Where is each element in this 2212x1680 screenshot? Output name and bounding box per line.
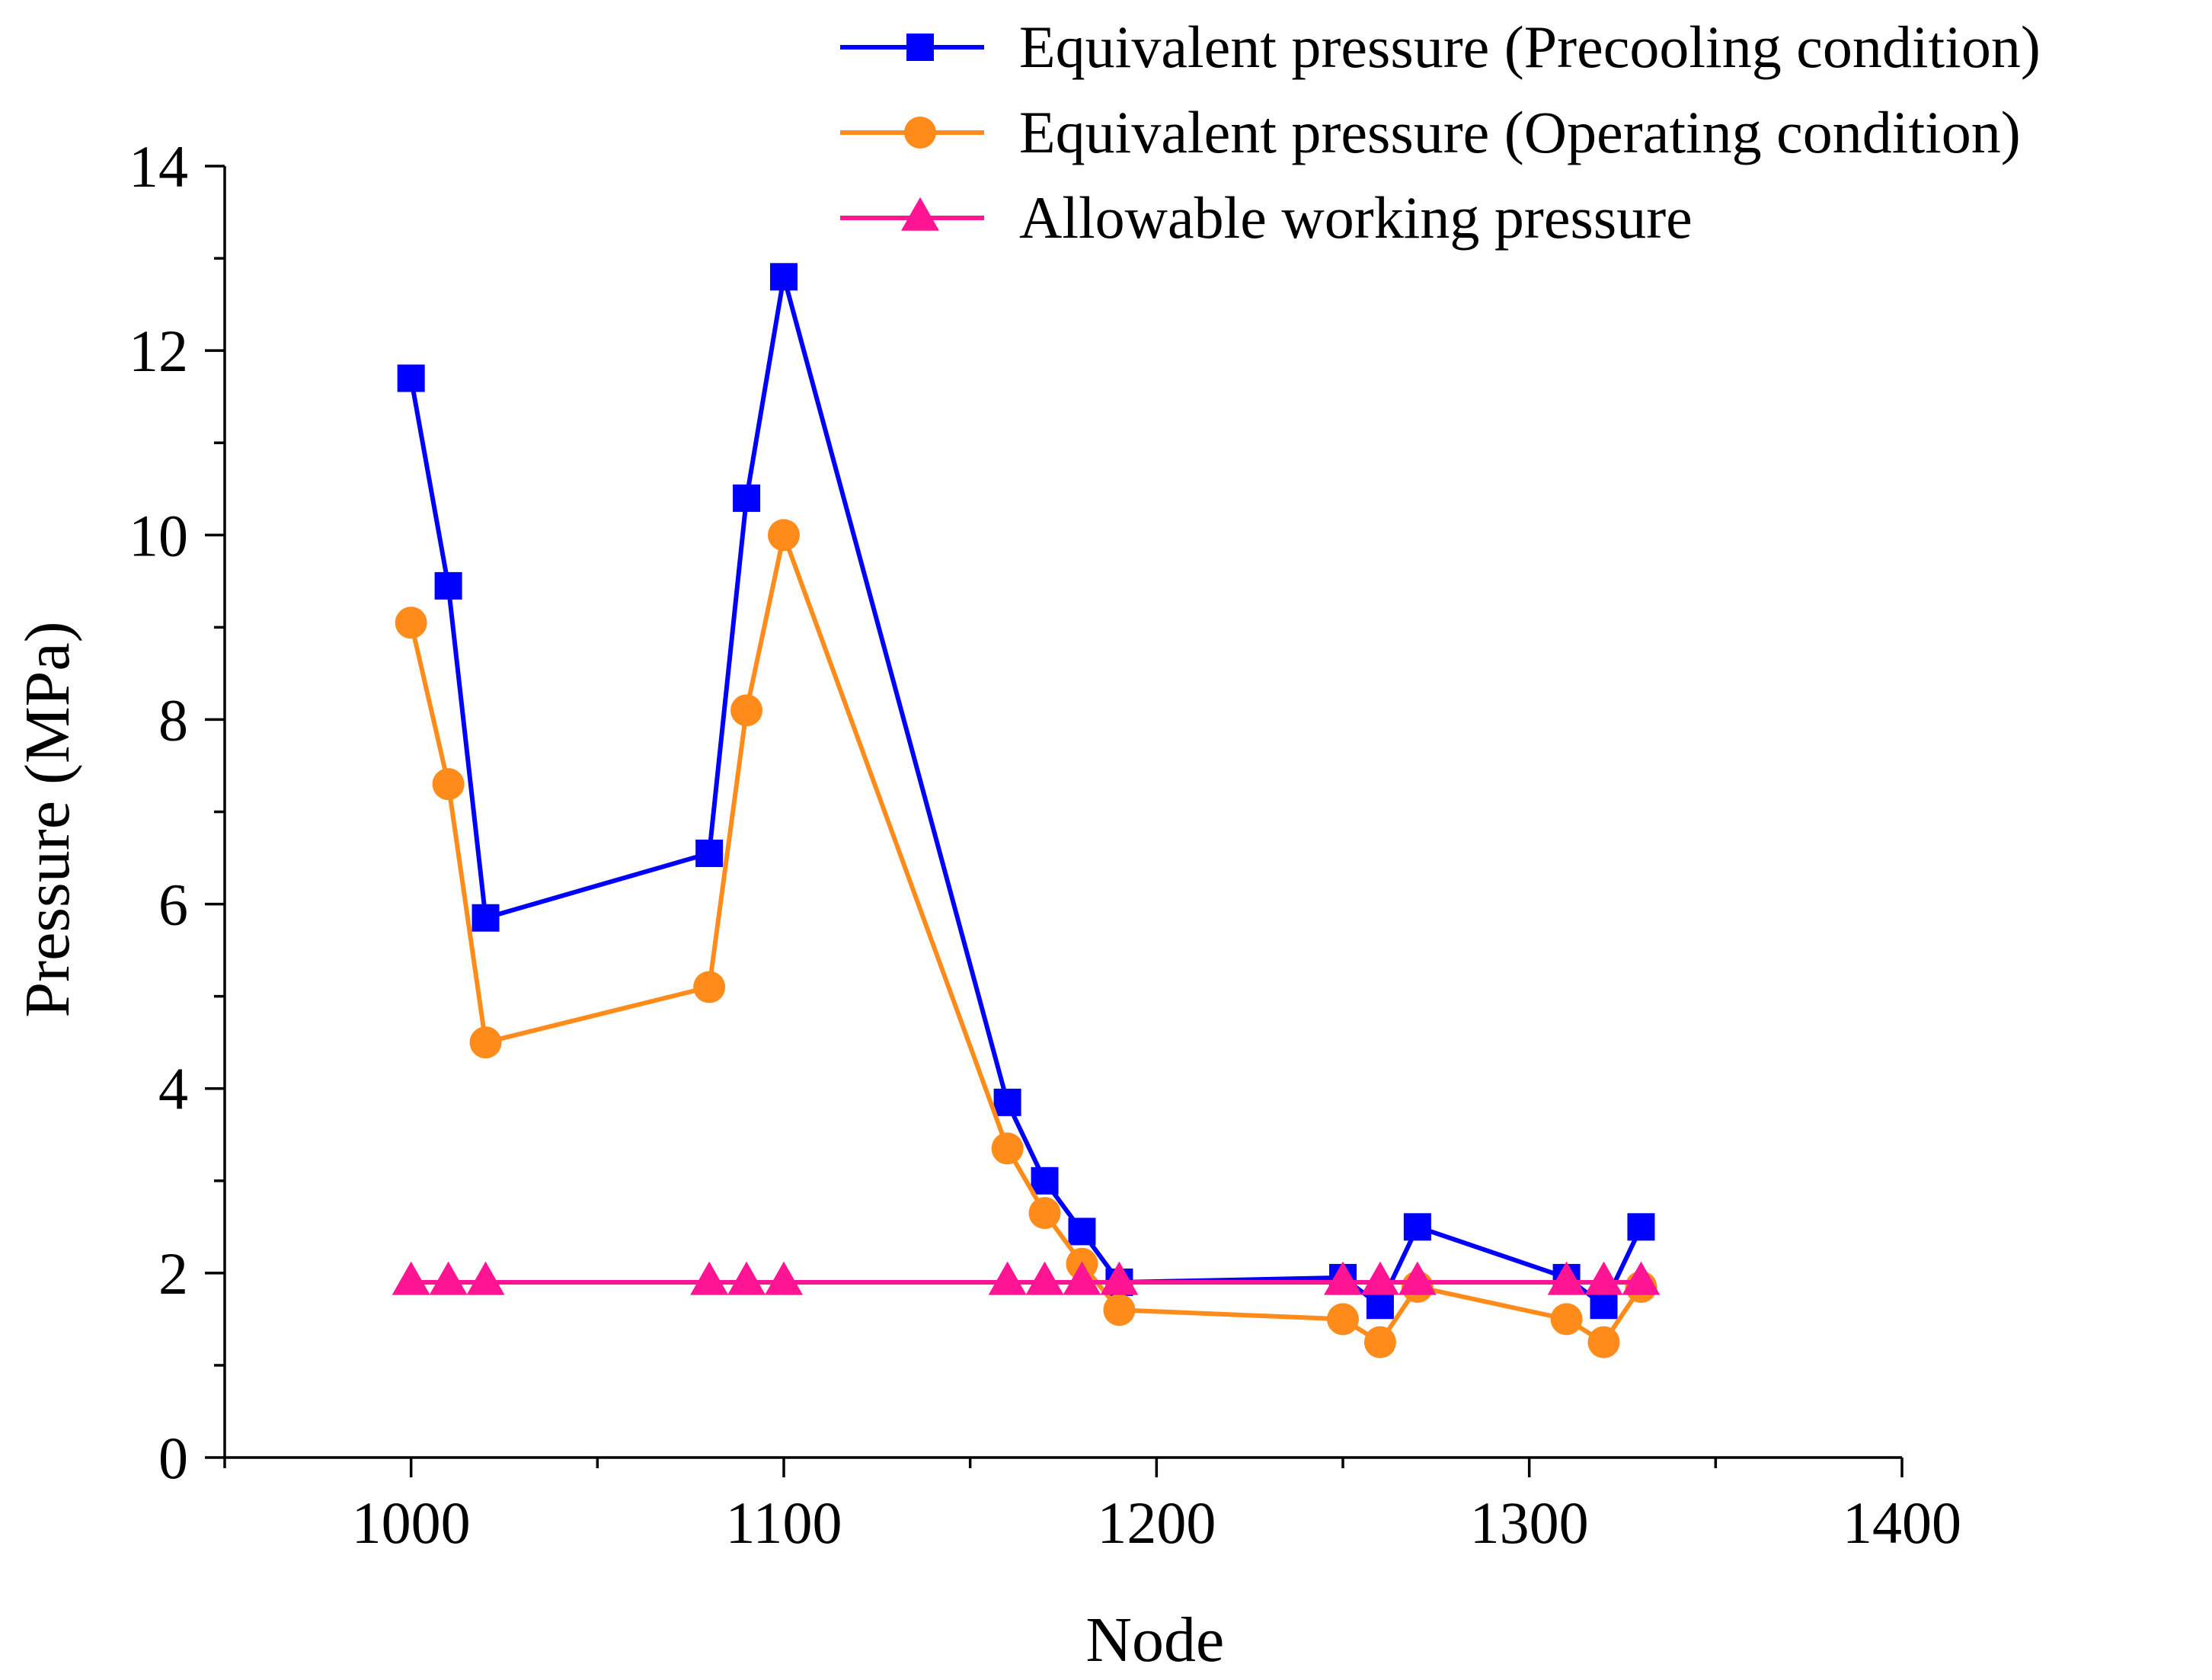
series-1-line [408, 274, 1644, 1308]
y-axis-title: Pressure (MPa) [12, 621, 83, 1017]
series-3-point-1310 [1547, 1261, 1586, 1295]
series-3-point-1250 [1324, 1261, 1362, 1295]
series-3-point-1320 [1584, 1261, 1623, 1295]
series-2-point-1250 [1327, 1303, 1359, 1336]
series-3-point-1090 [727, 1261, 766, 1295]
series-2-line [408, 533, 1643, 1345]
series-3-point-1100 [765, 1261, 803, 1295]
series-2-point-1090 [730, 694, 763, 727]
series-3 [392, 1261, 1661, 1295]
series-3-point-1160 [988, 1261, 1027, 1295]
y-tick-label-10: 10 [129, 502, 188, 568]
series-3-point-1180 [1063, 1261, 1101, 1295]
y-tick-label-14: 14 [129, 133, 188, 200]
series-2-point-1170 [1028, 1197, 1061, 1230]
series-1-point-1180 [1068, 1218, 1096, 1246]
series-1-point-1320 [1590, 1291, 1618, 1320]
axes: 1000 1100 1200 1300 1400 0 2 4 6 8 10 12 14 [129, 133, 1961, 1556]
y-tick-label-2: 2 [158, 1240, 188, 1307]
x-tick-label-1100: 1100 [725, 1490, 842, 1556]
series-3-point-1000 [392, 1261, 430, 1295]
legend-swatch-marker-1 [906, 34, 934, 61]
series-2-point-1000 [395, 606, 427, 639]
series-3-point-1010 [429, 1261, 468, 1295]
series-1-point-1000 [397, 364, 425, 392]
series-2-point-1260 [1363, 1326, 1396, 1358]
legend-swatch-marker-3 [901, 197, 939, 231]
x-tick-label-1300: 1300 [1470, 1490, 1589, 1556]
legend[interactable]: Equivalent pressure (Precooling conditio… [840, 14, 2041, 251]
y-tick-label-0: 0 [158, 1425, 188, 1491]
y-tick-label-8: 8 [158, 686, 188, 753]
legend-label-2: Equivalent pressure (Operating condition… [1019, 99, 2021, 165]
series-3-point-1020 [466, 1261, 505, 1295]
y-tick-label-12: 12 [129, 318, 188, 384]
series-2-point-1190 [1103, 1294, 1136, 1326]
series-1-point-1270 [1403, 1213, 1431, 1241]
y-tick-label-4: 4 [158, 1056, 188, 1122]
series-1-point-1260 [1366, 1291, 1394, 1320]
series-1-point-1170 [1031, 1166, 1059, 1195]
series-2-point-1310 [1550, 1303, 1583, 1336]
series-1-point-1160 [993, 1088, 1021, 1116]
x-tick-label-1400: 1400 [1843, 1490, 1961, 1556]
series-2-point-1080 [693, 971, 726, 1003]
legend-label-3: Allowable working pressure [1019, 184, 1693, 251]
series-2-point-1100 [768, 519, 800, 552]
series-1-point-1330 [1627, 1213, 1655, 1241]
series-3-point-1330 [1622, 1261, 1661, 1295]
series-2-point-1160 [991, 1132, 1024, 1165]
series-1-point-1100 [770, 263, 798, 291]
x-tick-label-1200: 1200 [1097, 1490, 1216, 1556]
series-layer [392, 263, 1661, 1358]
x-tick-label-1000: 1000 [352, 1490, 471, 1556]
legend-swatch-marker-2 [904, 117, 936, 149]
series-1-point-1090 [733, 484, 761, 512]
x-axis-title: Node [1085, 1605, 1224, 1675]
series-1-point-1020 [471, 904, 500, 932]
y-tick-label-6: 6 [158, 872, 188, 938]
series-1 [397, 263, 1655, 1320]
legend-item-3[interactable]: Allowable working pressure [840, 184, 1693, 251]
series-3-point-1190 [1100, 1261, 1139, 1295]
series-2-point-1020 [469, 1026, 502, 1059]
series-3-point-1270 [1398, 1261, 1437, 1295]
legend-item-2[interactable]: Equivalent pressure (Operating condition… [840, 99, 2021, 165]
legend-item-1[interactable]: Equivalent pressure (Precooling conditio… [840, 14, 2041, 80]
series-2-point-1320 [1587, 1326, 1620, 1358]
series-1-point-1080 [695, 839, 724, 867]
series-2 [395, 519, 1657, 1358]
series-3-point-1170 [1025, 1261, 1064, 1295]
legend-label-1: Equivalent pressure (Precooling conditio… [1019, 14, 2041, 80]
series-2-point-1010 [432, 768, 465, 801]
series-3-point-1080 [690, 1261, 729, 1295]
series-1-point-1010 [434, 571, 462, 600]
series-3-point-1260 [1360, 1261, 1399, 1295]
